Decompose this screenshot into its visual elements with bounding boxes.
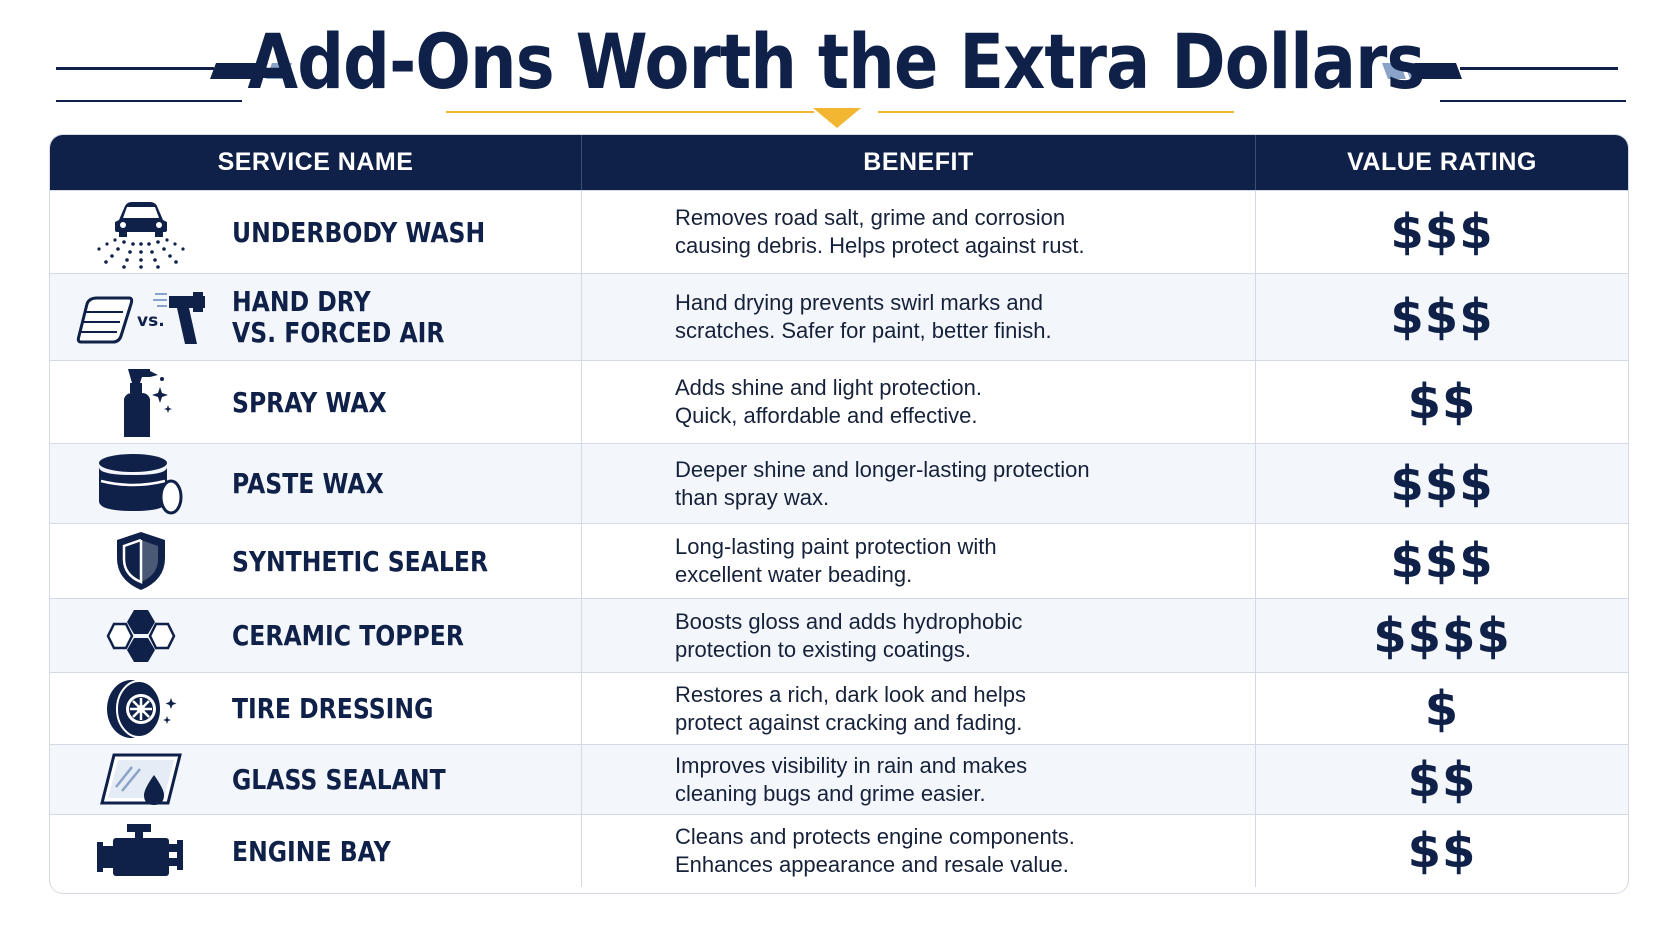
service-cell: PASTE WAX — [50, 444, 582, 523]
benefit-line: Removes road salt, grime and corrosion — [675, 205, 1066, 230]
vs-label: vs. — [137, 311, 165, 331]
table-row: PASTE WAX Deeper shine and longer-lastin… — [50, 443, 1628, 523]
rating-cell: $$$ — [1256, 191, 1628, 273]
benefit-cell: Adds shine and light protection. Quick, a… — [582, 361, 1256, 443]
benefit-cell: Hand drying prevents swirl marks and scra… — [582, 274, 1256, 360]
service-name: SYNTHETIC SEALER — [232, 544, 489, 578]
benefit-line: excellent water beading. — [675, 562, 913, 587]
table-row: SYNTHETIC SEALER Long-lasting paint prot… — [50, 523, 1628, 598]
paste-wax-tin-icon — [50, 444, 232, 523]
rating-cell: $$ — [1256, 745, 1628, 814]
add-ons-table: SERVICE NAME BENEFIT VALUE RATING — [49, 134, 1629, 894]
service-cell: SYNTHETIC SEALER — [50, 524, 582, 598]
value-rating: $ — [1424, 680, 1460, 737]
table-row: vs. HAND DRY VS. FORCED AIR Hand drying p… — [50, 273, 1628, 360]
header-benefit: BENEFIT — [582, 135, 1256, 190]
value-rating: $$ — [1407, 823, 1477, 879]
value-rating: $$ — [1407, 751, 1477, 808]
rating-cell: $$$ — [1256, 444, 1628, 523]
benefit-line: Boosts gloss and adds hydrophobic — [675, 608, 1023, 634]
header-service-name: SERVICE NAME — [50, 135, 582, 190]
benefit-line: scratches. Safer for paint, better finis… — [675, 318, 1052, 343]
service-cell: UNDERBODY WASH — [50, 191, 582, 273]
title-area: Add-Ons Worth the Extra Dollars — [0, 0, 1672, 132]
value-rating: $$$ — [1390, 455, 1494, 512]
table-row: TIRE DRESSING Restores a rich, dark look… — [50, 672, 1628, 744]
spray-bottle-icon — [50, 361, 232, 443]
shield-icon — [50, 524, 232, 598]
benefit-line: Deeper shine and longer-lasting protecti… — [675, 456, 1090, 482]
benefit-line: Quick, affordable and effective. — [675, 403, 978, 428]
value-rating: $$ — [1407, 374, 1477, 430]
table-header: SERVICE NAME BENEFIT VALUE RATING — [50, 135, 1628, 190]
service-name: GLASS SEALANT — [232, 763, 446, 796]
tire-icon — [50, 673, 232, 744]
benefit-line: Cleans and protects engine components. — [675, 824, 1075, 849]
rating-cell: $$$ — [1256, 524, 1628, 598]
benefit-line: Hand drying prevents swirl marks and — [675, 290, 1044, 315]
rating-cell: $$ — [1256, 361, 1628, 443]
service-cell: SPRAY WAX — [50, 361, 582, 443]
benefit-cell: Deeper shine and longer-lasting protecti… — [582, 444, 1256, 523]
benefit-line: cleaning bugs and grime easier. — [675, 780, 986, 806]
table-row: UNDERBODY WASH Removes road salt, grime … — [50, 190, 1628, 273]
benefit-line: causing debris. Helps protect against ru… — [675, 233, 1085, 258]
benefit-cell: Boosts gloss and adds hydrophobic protect… — [582, 599, 1256, 672]
rating-cell: $ — [1256, 673, 1628, 744]
service-cell: ENGINE BAY — [50, 815, 582, 887]
rating-cell: $$$$ — [1256, 599, 1628, 672]
towel-vs-air-blower-icon: vs. — [50, 274, 232, 360]
service-name: SPRAY WAX — [232, 385, 387, 419]
service-name: HAND DRY VS. FORCED AIR — [232, 285, 445, 349]
benefit-line: Enhances appearance and resale value. — [675, 852, 1069, 877]
benefit-cell: Improves visibility in rain and makes cle… — [582, 745, 1256, 814]
hexagon-molecule-icon — [50, 599, 232, 672]
title-decoration — [56, 63, 1626, 128]
table-row: SPRAY WAX Adds shine and light protectio… — [50, 360, 1628, 443]
service-name: PASTE WAX — [232, 467, 384, 500]
service-name: CERAMIC TOPPER — [232, 619, 464, 652]
rating-cell: $$ — [1256, 815, 1628, 887]
table-row: CERAMIC TOPPER Boosts gloss and adds hyd… — [50, 598, 1628, 672]
service-cell: TIRE DRESSING — [50, 673, 582, 744]
benefit-cell: Removes road salt, grime and corrosion ca… — [582, 191, 1256, 273]
benefit-line: Adds shine and light protection. — [675, 375, 982, 400]
value-rating: $$$$ — [1373, 607, 1511, 664]
value-rating: $$$ — [1390, 204, 1494, 260]
service-cell: CERAMIC TOPPER — [50, 599, 582, 672]
benefit-cell: Cleans and protects engine components. En… — [582, 815, 1256, 887]
value-rating: $$$ — [1390, 533, 1494, 589]
engine-icon — [50, 815, 232, 887]
car-underbody-spray-icon — [50, 191, 232, 273]
benefit-line: Improves visibility in rain and makes — [675, 752, 1028, 778]
service-name: TIRE DRESSING — [232, 692, 434, 725]
service-name: ENGINE BAY — [232, 834, 391, 868]
value-rating: $$$ — [1390, 289, 1494, 345]
benefit-line: protect against cracking and fading. — [675, 709, 1023, 735]
rating-cell: $$$ — [1256, 274, 1628, 360]
benefit-line: Restores a rich, dark look and helps — [675, 681, 1026, 707]
windshield-drop-icon — [50, 745, 232, 814]
benefit-line: Long-lasting paint protection with — [675, 534, 997, 559]
service-name: UNDERBODY WASH — [232, 215, 486, 249]
benefit-cell: Long-lasting paint protection with excell… — [582, 524, 1256, 598]
benefit-line: than spray wax. — [675, 484, 830, 510]
service-cell: vs. HAND DRY VS. FORCED AIR — [50, 274, 582, 360]
benefit-cell: Restores a rich, dark look and helps prot… — [582, 673, 1256, 744]
table-row: ENGINE BAY Cleans and protects engine co… — [50, 814, 1628, 887]
table-row: GLASS SEALANT Improves visibility in rai… — [50, 744, 1628, 814]
page-title: Add-Ons Worth the Extra Dollars — [247, 17, 1425, 106]
service-cell: GLASS SEALANT — [50, 745, 582, 814]
header-value-rating: VALUE RATING — [1347, 148, 1537, 176]
benefit-line: protection to existing coatings. — [675, 636, 971, 662]
